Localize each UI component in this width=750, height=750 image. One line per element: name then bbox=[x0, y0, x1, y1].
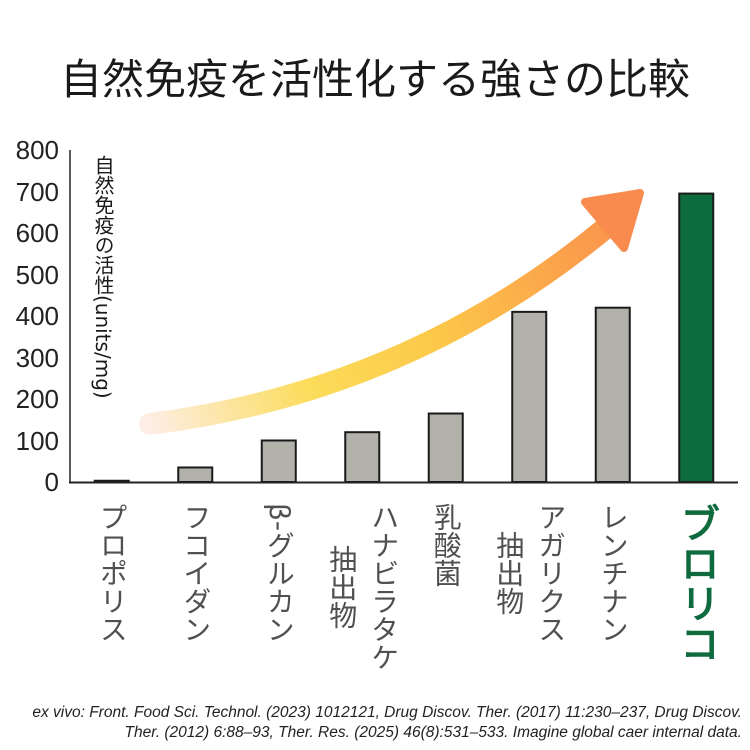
bar-lentinan bbox=[594, 306, 631, 484]
bar-fucoidan bbox=[177, 466, 214, 484]
source-note-line: Ther. (2012) 6:88–93, Ther. Res. (2025) … bbox=[124, 724, 742, 741]
bar-lactic-acid-bacteria bbox=[427, 412, 464, 483]
source-note-line: ex vivo: Front. Food Sci. Technol. (2023… bbox=[32, 704, 742, 721]
x-label-hanabiratake-extract: ハナビラタケ 抽出物 bbox=[325, 503, 401, 671]
x-label-fucoidan: フコイダン bbox=[179, 503, 213, 643]
trend-arrow-head bbox=[581, 189, 644, 252]
bar-hanabiratake-extract bbox=[344, 431, 381, 484]
x-label-brolico: ブロリコ bbox=[673, 503, 720, 663]
y-tick-label: 500 bbox=[15, 259, 59, 290]
bars bbox=[93, 192, 715, 484]
bar-beta-glucan bbox=[260, 439, 297, 483]
y-tick-label: 700 bbox=[15, 176, 59, 207]
source-note: ex vivo: Front. Food Sci. Technol. (2023… bbox=[32, 703, 742, 743]
x-label-lentinan: レンチナン bbox=[596, 503, 630, 643]
y-tick-label: 300 bbox=[15, 342, 59, 373]
bar-brolico bbox=[678, 192, 715, 483]
bar-agaricus-extract bbox=[511, 310, 548, 483]
y-axis-label: 自然免疫の活性(units/mg) bbox=[91, 155, 115, 399]
x-label-agaricus-extract: アガリクス 抽出物 bbox=[492, 503, 568, 643]
trend-arrow-shaft bbox=[139, 215, 619, 435]
y-tick-label: 100 bbox=[15, 425, 59, 456]
y-tick-label: 400 bbox=[15, 301, 59, 331]
y-tick-label: 600 bbox=[15, 218, 59, 248]
y-tick-label: 200 bbox=[15, 384, 59, 414]
x-label-lactic-acid-bacteria: 乳酸菌 bbox=[429, 503, 463, 587]
y-tick-label: 0 bbox=[44, 467, 59, 497]
chart-title: 自然免疫を活性化する強さの比較 bbox=[59, 55, 690, 104]
x-label-propolis: プロポリス bbox=[95, 503, 129, 643]
y-tick-label: 800 bbox=[15, 135, 59, 165]
trend-arrow-icon bbox=[139, 189, 644, 435]
x-label-beta-glucan: β-グルカン bbox=[262, 503, 296, 643]
